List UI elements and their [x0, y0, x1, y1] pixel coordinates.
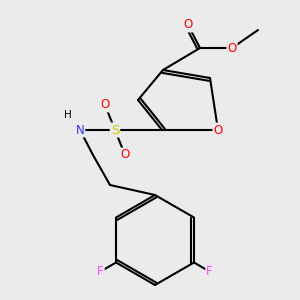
Text: F: F [206, 265, 213, 278]
Text: O: O [100, 98, 109, 112]
Text: F: F [97, 265, 104, 278]
Text: N: N [76, 124, 84, 136]
Text: O: O [227, 41, 237, 55]
Text: O: O [213, 124, 223, 136]
Text: S: S [111, 124, 119, 136]
Text: H: H [64, 110, 72, 120]
Text: O: O [120, 148, 130, 161]
Text: O: O [183, 19, 193, 32]
